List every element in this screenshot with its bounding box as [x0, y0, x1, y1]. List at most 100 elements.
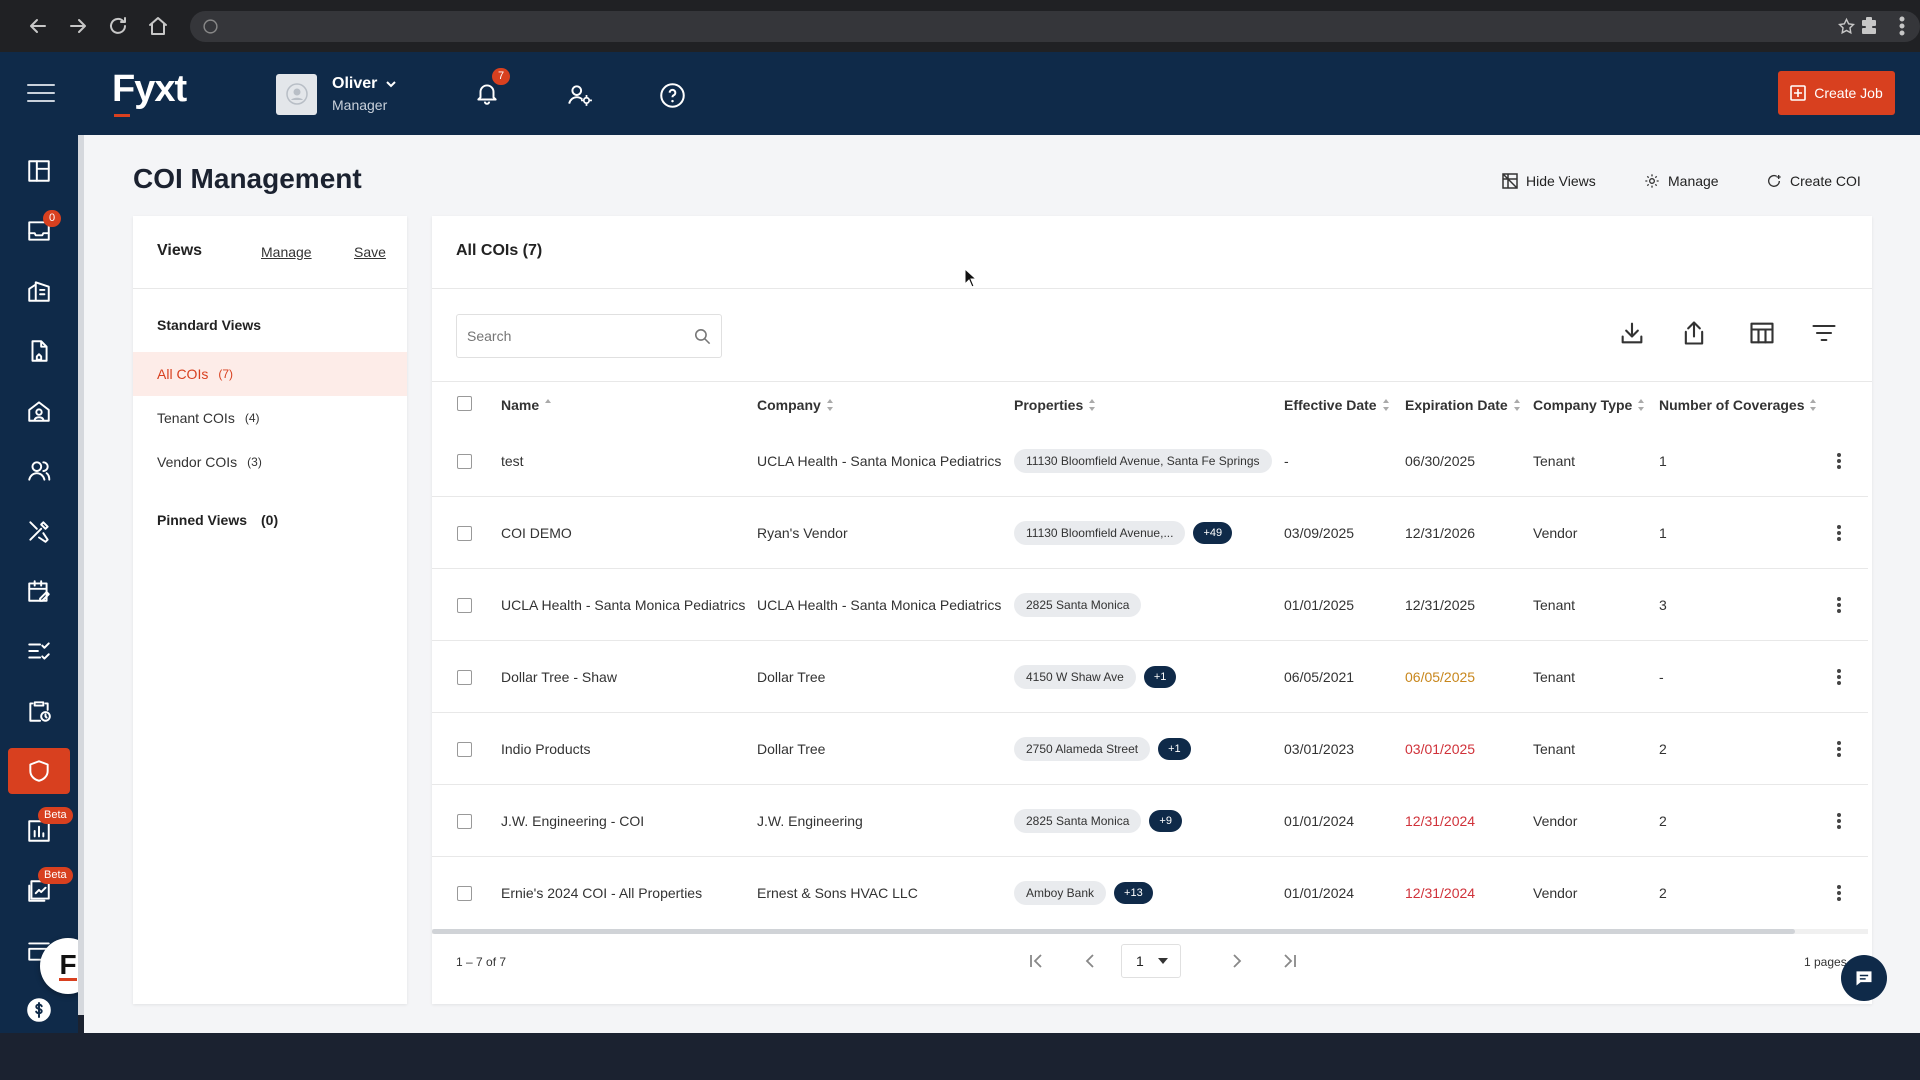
home-icon[interactable]: [146, 14, 170, 38]
property-pill[interactable]: 2825 Santa Monica: [1014, 593, 1142, 617]
manage-button[interactable]: Manage: [1644, 170, 1719, 192]
last-page-icon[interactable]: [1280, 951, 1300, 971]
view-item-tenant-cois[interactable]: Tenant COIs (4): [133, 396, 407, 440]
row-more-options-icon[interactable]: [1837, 669, 1841, 685]
views-save-link[interactable]: Save: [354, 244, 386, 260]
column-header-effective-date[interactable]: Effective Date: [1284, 397, 1390, 413]
table-row[interactable]: COI DEMO Ryan's Vendor 11130 Bloomfield …: [432, 497, 1868, 569]
more-properties-badge[interactable]: +9: [1149, 810, 1182, 832]
row-checkbox[interactable]: [457, 525, 472, 541]
sidebar-item-reports[interactable]: Beta: [8, 867, 73, 914]
row-name[interactable]: J.W. Engineering - COI: [501, 813, 645, 829]
page-select[interactable]: 1: [1121, 944, 1181, 978]
sidebar-item-coi[interactable]: [8, 748, 70, 794]
hide-views-button[interactable]: Hide Views: [1502, 170, 1596, 192]
row-checkbox[interactable]: [457, 597, 472, 613]
address-bar[interactable]: [190, 11, 1920, 42]
site-info-icon[interactable]: [202, 18, 219, 35]
previous-page-icon[interactable]: [1080, 951, 1100, 971]
sidebar-item-schedule[interactable]: [8, 568, 70, 614]
row-name[interactable]: Ernie's 2024 COI - All Properties: [501, 885, 703, 901]
table-row[interactable]: Indio Products Dollar Tree 2750 Alameda …: [432, 713, 1868, 785]
search-icon[interactable]: [693, 327, 712, 346]
horizontal-scrollbar-thumb[interactable]: [432, 929, 1795, 934]
sidebar-item-billing[interactable]: [8, 987, 70, 1033]
row-more-options-icon[interactable]: [1837, 813, 1841, 829]
sidebar-item-tenants[interactable]: [8, 388, 70, 434]
share-button[interactable]: [1680, 319, 1710, 349]
reload-icon[interactable]: [106, 14, 130, 38]
sidebar-item-inbox[interactable]: 0: [8, 208, 70, 254]
sidebar-item-dashboard[interactable]: [8, 148, 70, 194]
sidebar-item-checklists[interactable]: [8, 628, 70, 674]
view-item-all-cois[interactable]: All COIs (7): [133, 352, 407, 396]
property-pill[interactable]: 11130 Bloomfield Avenue, Santa Fe Spring…: [1014, 449, 1272, 473]
back-icon[interactable]: [26, 14, 50, 38]
row-name[interactable]: Indio Products: [501, 741, 591, 757]
next-page-icon[interactable]: [1227, 951, 1247, 971]
view-item-vendor-cois[interactable]: Vendor COIs (3): [133, 440, 407, 484]
column-header-name[interactable]: Name: [501, 397, 552, 413]
property-pill[interactable]: 2825 Santa Monica: [1014, 809, 1142, 833]
download-button[interactable]: [1618, 319, 1648, 349]
row-name[interactable]: test: [501, 453, 524, 469]
row-checkbox[interactable]: [457, 669, 472, 685]
pinned-views-header[interactable]: Pinned Views (0): [157, 512, 278, 528]
help-icon[interactable]: [659, 82, 686, 109]
table-row[interactable]: test UCLA Health - Santa Monica Pediatri…: [432, 425, 1868, 497]
row-more-options-icon[interactable]: [1837, 597, 1841, 613]
row-name[interactable]: UCLA Health - Santa Monica Pediatrics: [501, 597, 746, 613]
create-job-button[interactable]: Create Job: [1778, 71, 1895, 115]
property-pill[interactable]: 4150 W Shaw Ave: [1014, 665, 1136, 689]
row-checkbox[interactable]: [457, 453, 472, 469]
sidebar-item-analytics[interactable]: Beta: [8, 807, 73, 854]
row-more-options-icon[interactable]: [1837, 525, 1841, 541]
sidebar-item-contacts[interactable]: [8, 448, 70, 494]
row-checkbox[interactable]: [457, 885, 472, 901]
sidebar-item-properties[interactable]: [8, 268, 70, 314]
column-header-properties[interactable]: Properties: [1014, 397, 1096, 413]
create-coi-button[interactable]: Create COI: [1766, 170, 1861, 192]
property-pill[interactable]: Amboy Bank: [1014, 881, 1107, 905]
property-pill[interactable]: 11130 Bloomfield Avenue,...: [1014, 521, 1186, 545]
views-manage-link[interactable]: Manage: [261, 244, 312, 260]
property-pill[interactable]: 2750 Alameda Street: [1014, 737, 1151, 761]
search-input[interactable]: [467, 325, 667, 347]
table-row[interactable]: J.W. Engineering - COI J.W. Engineering …: [432, 785, 1868, 857]
row-more-options-icon[interactable]: [1837, 885, 1841, 901]
more-properties-badge[interactable]: +1: [1143, 666, 1177, 688]
column-header-company[interactable]: Company: [757, 397, 834, 413]
sidebar-item-documents[interactable]: [8, 328, 70, 374]
user-settings-icon[interactable]: [566, 82, 594, 108]
user-menu[interactable]: Oliver Manager: [276, 72, 397, 116]
search-box[interactable]: [456, 314, 722, 358]
notifications-button[interactable]: 7: [474, 68, 511, 112]
column-header-company-type[interactable]: Company Type: [1533, 397, 1645, 413]
row-more-options-icon[interactable]: [1837, 741, 1841, 757]
column-header-coverages[interactable]: Number of Coverages: [1659, 397, 1817, 413]
forward-icon[interactable]: [66, 14, 90, 38]
column-header-expiration-date[interactable]: Expiration Date: [1405, 397, 1521, 413]
more-properties-badge[interactable]: +1: [1158, 738, 1191, 760]
extensions-icon[interactable]: [1858, 14, 1882, 38]
app-logo[interactable]: Fyxt: [112, 68, 187, 117]
more-properties-badge[interactable]: +13: [1114, 882, 1153, 904]
menu-icon[interactable]: [26, 82, 56, 104]
first-page-icon[interactable]: [1026, 951, 1046, 971]
more-properties-badge[interactable]: +49: [1193, 522, 1233, 544]
row-name[interactable]: Dollar Tree - Shaw: [501, 669, 617, 685]
select-all-checkbox[interactable]: [457, 396, 472, 411]
columns-button[interactable]: [1748, 319, 1778, 349]
table-row[interactable]: Ernie's 2024 COI - All Properties Ernest…: [432, 857, 1868, 929]
browser-menu-icon[interactable]: [1890, 14, 1914, 38]
sidebar-item-vendors[interactable]: [8, 508, 70, 554]
table-row[interactable]: UCLA Health - Santa Monica Pediatrics UC…: [432, 569, 1868, 641]
filter-button[interactable]: [1810, 319, 1840, 349]
bookmark-star-icon[interactable]: [1837, 17, 1856, 36]
row-name[interactable]: COI DEMO: [501, 525, 572, 541]
horizontal-scrollbar[interactable]: [432, 929, 1868, 934]
row-checkbox[interactable]: [457, 741, 472, 757]
row-checkbox[interactable]: [457, 813, 472, 829]
chat-button[interactable]: [1841, 955, 1887, 1001]
sidebar-item-work-orders[interactable]: [8, 688, 70, 734]
